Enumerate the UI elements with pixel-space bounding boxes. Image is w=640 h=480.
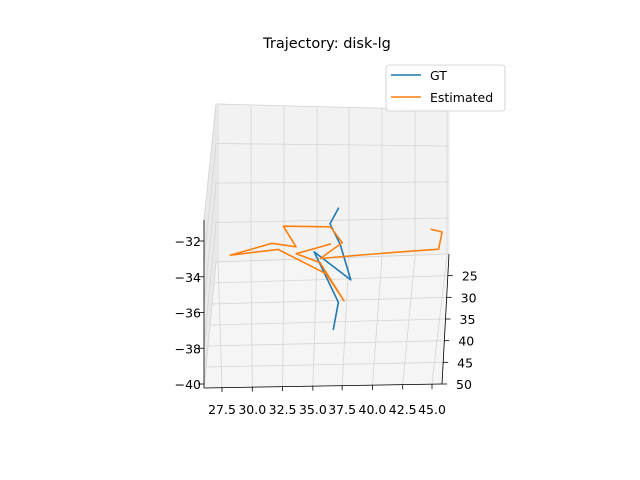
y-tick-label: 25 xyxy=(462,269,478,284)
grid-line-z xyxy=(215,143,450,147)
chart-title: Trajectory: disk-lg xyxy=(262,36,391,52)
grid-line-x xyxy=(250,260,253,387)
z-tick-label: −36 xyxy=(175,306,201,321)
series-line-gt xyxy=(313,207,352,331)
series-layer xyxy=(229,207,443,331)
z-tick-label: −34 xyxy=(175,270,201,285)
z-tick-label: −32 xyxy=(175,234,201,249)
x-tick-label: 30.0 xyxy=(238,402,266,417)
x-tick-label: 37.5 xyxy=(328,402,356,417)
grid-line-z xyxy=(203,261,217,389)
x-tick-label: 40.0 xyxy=(359,402,387,417)
legend-label-estimated: Estimated xyxy=(430,90,493,105)
legend-box xyxy=(385,64,506,112)
grid-line-z xyxy=(203,222,217,347)
legend: GT Estimated xyxy=(385,64,506,112)
y-tick-label: 35 xyxy=(460,312,476,327)
x-tick-label: 42.5 xyxy=(389,402,417,417)
grid-line-z xyxy=(203,182,217,305)
grid-line-y xyxy=(209,318,446,326)
y-tick-label: 45 xyxy=(457,355,473,370)
series-line-estimated xyxy=(229,225,443,302)
legend-label-gt: GT xyxy=(430,68,447,83)
grid-line-z xyxy=(203,103,217,221)
grid-line-y xyxy=(205,361,444,368)
x-tick-label: 27.5 xyxy=(208,402,236,417)
grid-line-z xyxy=(215,181,450,184)
x-tick-label: 32.5 xyxy=(269,402,297,417)
x-tick-label: 45.0 xyxy=(418,402,446,417)
ticks: 27.5 30.0 32.5 35.0 37.5 40.0 42.5 45.0 25 30 35 40… xyxy=(175,234,478,417)
grid-line-x xyxy=(217,260,223,388)
y-tick-label: 40 xyxy=(458,334,474,349)
grid-line-y xyxy=(211,296,447,305)
y-tick-label: 30 xyxy=(461,290,477,305)
y-tick-label: 50 xyxy=(456,377,472,392)
grid-line-y xyxy=(207,340,445,347)
grid-line-z xyxy=(203,143,217,263)
z-tick-label: −40 xyxy=(175,377,201,392)
x-tick-label: 35.0 xyxy=(299,402,327,417)
z-tick-label: −38 xyxy=(175,341,201,356)
